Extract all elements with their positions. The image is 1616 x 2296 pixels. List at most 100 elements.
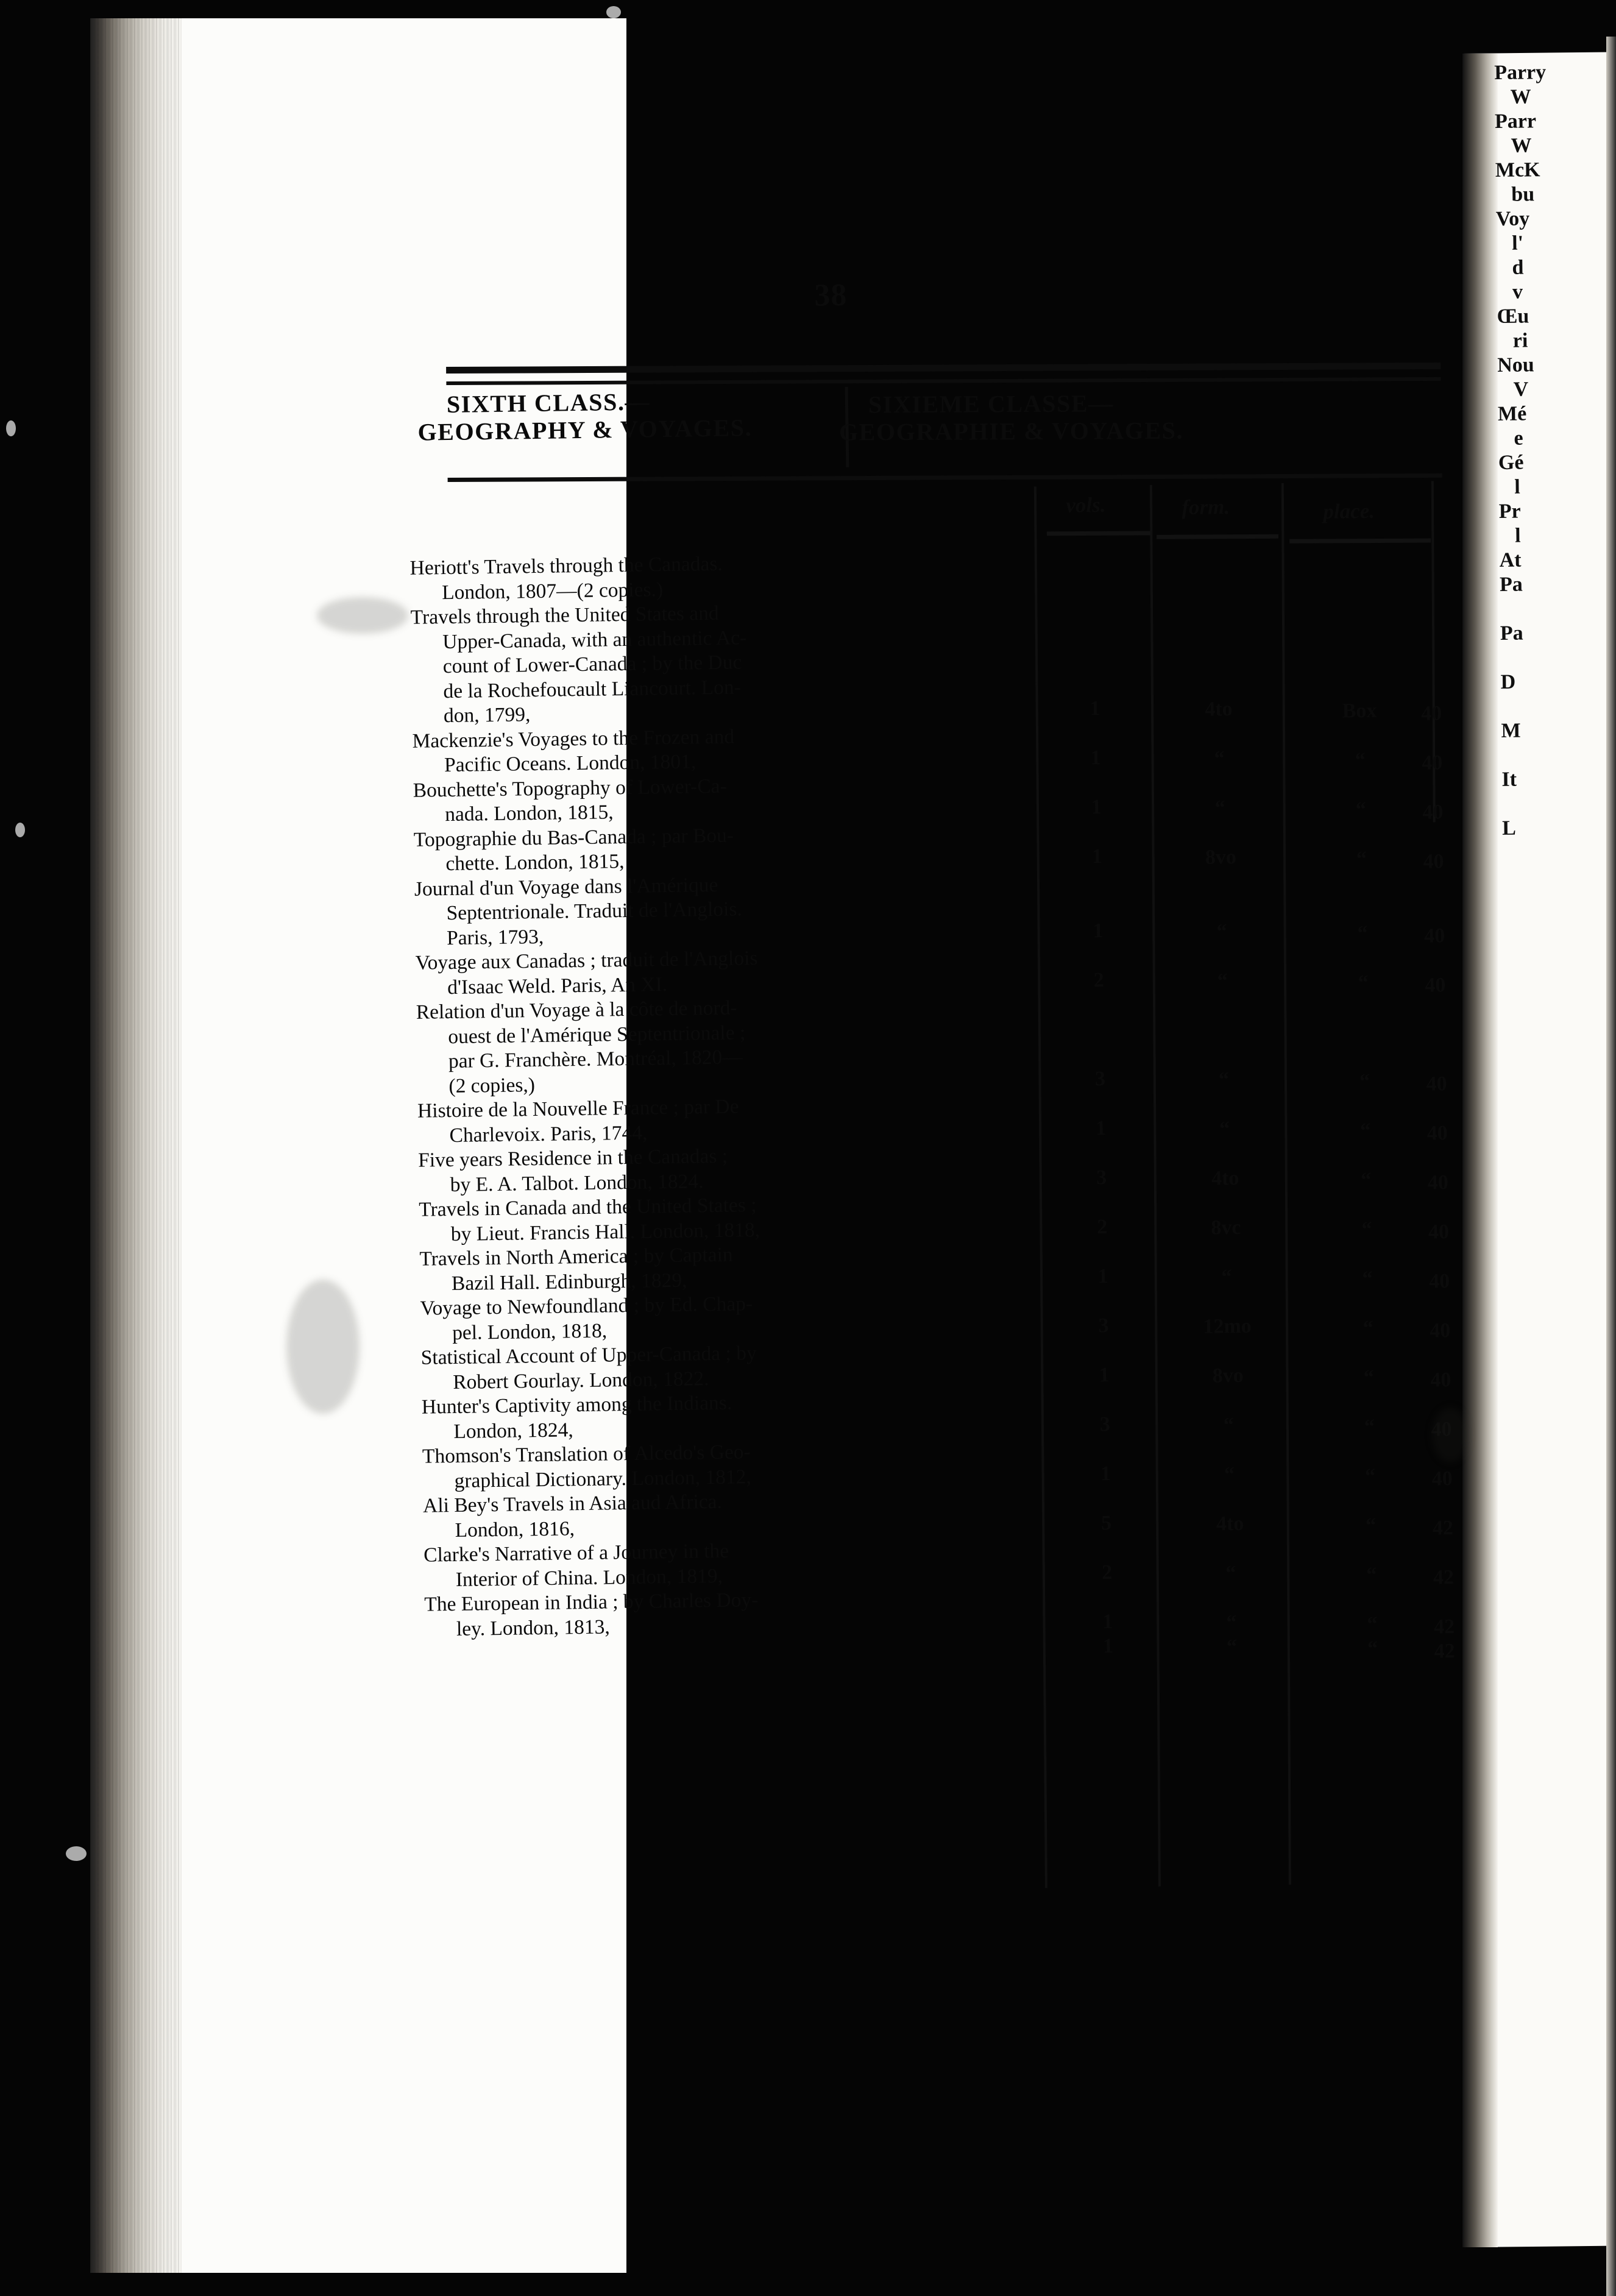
cell-form: 4to <box>1205 698 1233 721</box>
cell-vols: 2 <box>1093 968 1104 991</box>
cell-vols: 3 <box>1094 1067 1106 1090</box>
cell-place: “ <box>1364 1464 1376 1487</box>
cell-place-number: 40 <box>1427 1171 1449 1194</box>
catalogue-entry: Hunter's Captivity among the Indians. Lon… <box>422 1387 1038 1445</box>
cell-vols: 2 <box>1101 1561 1113 1584</box>
cell-place-number: 40 <box>1426 1121 1448 1145</box>
cell-place: “ <box>1355 749 1366 772</box>
facing-page-gutter <box>1462 54 1498 2247</box>
cell-form: 8vo <box>1205 845 1237 869</box>
class-heading-english-line2: GEOGRAPHY & VOYAGES. <box>417 413 753 446</box>
cell-place-number: 40 <box>1431 1467 1453 1490</box>
cell-place: “ <box>1359 1119 1371 1142</box>
cell-place: “ <box>1359 1069 1370 1093</box>
cell-vols: 1 <box>1099 1363 1110 1386</box>
cell-form: “ <box>1214 796 1226 820</box>
cell-form: “ <box>1223 1413 1235 1436</box>
catalogue-entry: Travels through the United States and Upp… <box>410 597 1027 729</box>
cell-place-number: 40 <box>1422 801 1444 824</box>
cell-form: “ <box>1216 919 1227 943</box>
cell-place: “ <box>1358 971 1369 994</box>
cell-place-number: 40 <box>1423 924 1445 948</box>
cell-form: 4to <box>1216 1512 1244 1536</box>
facing-page-line: bu <box>1511 183 1535 206</box>
cell-place: “ <box>1365 1514 1377 1537</box>
cell-vols: 1 <box>1095 1116 1107 1139</box>
facing-page-line: At <box>1499 548 1522 572</box>
catalogue-entry: Five years Residence in the Canadas ; by … <box>418 1140 1034 1198</box>
cell-place: Box <box>1342 699 1377 723</box>
cell-vols: 2 <box>1097 1215 1108 1238</box>
cell-vols: 1 <box>1091 845 1103 868</box>
cell-form: “ <box>1214 747 1225 770</box>
cell-place: “ <box>1364 1415 1375 1438</box>
catalogue-entry: Statistical Account of Upper-Canada ; by… <box>420 1338 1037 1395</box>
cell-place-number: 40 <box>1420 702 1442 725</box>
catalogue-entry: Journal d'un Voyage dans l'Amérique Septe… <box>414 868 1031 951</box>
cell-form: “ <box>1226 1635 1238 1659</box>
cell-place: “ <box>1361 1168 1372 1191</box>
scan-blotch <box>286 1280 360 1414</box>
facing-page-line: L <box>1501 817 1517 840</box>
facing-page-line: McK <box>1495 158 1540 182</box>
cell-form: 12mo <box>1203 1314 1252 1338</box>
cell-vols: 1 <box>1091 796 1102 819</box>
facing-page-line: d <box>1512 256 1524 279</box>
facing-page-line: M <box>1501 719 1521 742</box>
cell-place-number: 40 <box>1428 1220 1450 1244</box>
cell-place-number: 40 <box>1430 1368 1451 1392</box>
cell-vols: 1 <box>1090 697 1100 720</box>
cell-vols: 1 <box>1100 1462 1111 1485</box>
column-header-underline-vols <box>1046 531 1150 536</box>
cell-place: “ <box>1363 1366 1375 1389</box>
cell-form: 4to <box>1211 1166 1239 1190</box>
catalogue-entry: Histoire de la Nouvelle France ; par De C… <box>417 1091 1033 1149</box>
cell-place: “ <box>1367 1612 1378 1635</box>
cell-form: “ <box>1221 1265 1232 1288</box>
cell-vols: 3 <box>1098 1314 1109 1337</box>
cell-place-number: 40 <box>1430 1319 1451 1342</box>
facing-page-line: It <box>1501 768 1517 791</box>
cell-form: 8vo <box>1212 1364 1244 1387</box>
facing-page-line: Mé <box>1497 402 1527 425</box>
book-gutter-shadow <box>90 18 182 2273</box>
cell-form: “ <box>1224 1462 1235 1486</box>
scan-blotch <box>1432 1408 1469 1462</box>
cell-place: “ <box>1366 1563 1377 1586</box>
cell-vols: 1 <box>1102 1610 1113 1633</box>
catalogue-entry: Bouchette's Topography of Lower-Ca-nada.… <box>413 770 1029 827</box>
cell-place-number: 40 <box>1425 973 1446 997</box>
class-heading-english: SIXTH CLASS.— GEOGRAPHY & VOYAGES. <box>417 386 837 446</box>
cell-place-number: 42 <box>1432 1516 1454 1540</box>
catalogue-entry: Clarke's Narrative of a Journey in the In… <box>423 1535 1040 1593</box>
dust-speck <box>66 1846 87 1861</box>
cell-place-number: 40 <box>1422 751 1443 774</box>
catalogue-entry: The European in India ; by Charles Doy-l… <box>424 1584 1040 1642</box>
facing-page-line: Parr <box>1494 110 1537 133</box>
facing-page-line <box>1502 791 1616 817</box>
page-number: 38 <box>814 277 848 313</box>
facing-page-line: l' <box>1511 232 1524 255</box>
facing-page-line: Voy <box>1495 207 1530 230</box>
catalogue-entry: Travels in Canada and the United States … <box>419 1189 1035 1247</box>
facing-page-line: Parry <box>1494 61 1547 84</box>
cell-form: 8vc <box>1211 1216 1241 1239</box>
catalogue-entry: Travels in North America ; by Captain Baz… <box>419 1239 1035 1297</box>
cell-vols: 1 <box>1090 746 1101 770</box>
cell-place: “ <box>1355 798 1367 821</box>
catalogue-entry: Mackenzie's Voyages to the Frozen and Pac… <box>412 720 1028 778</box>
class-heading-french: SIXIEME CLASSE— GEOGRAPHIE & VOYAGES. <box>839 388 1435 445</box>
facing-page-line: l <box>1514 524 1521 547</box>
catalogue-entry: Ali Bey's Travels in Asia aud Africa. Lon… <box>423 1486 1039 1543</box>
cell-vols: 1 <box>1102 1634 1114 1658</box>
column-header-place: place. <box>1323 498 1375 523</box>
cell-vols: 1 <box>1097 1264 1108 1288</box>
facing-page-line: Nou <box>1497 353 1534 377</box>
cell-vols: 3 <box>1099 1412 1111 1436</box>
facing-page-line: Pa <box>1500 622 1523 645</box>
column-header-vols: vols. <box>1066 492 1106 517</box>
cell-place-number: 40 <box>1426 1072 1447 1096</box>
dust-speck <box>6 420 16 436</box>
facing-page-line: l <box>1514 475 1520 498</box>
cell-place-number: 42 <box>1433 1615 1455 1639</box>
